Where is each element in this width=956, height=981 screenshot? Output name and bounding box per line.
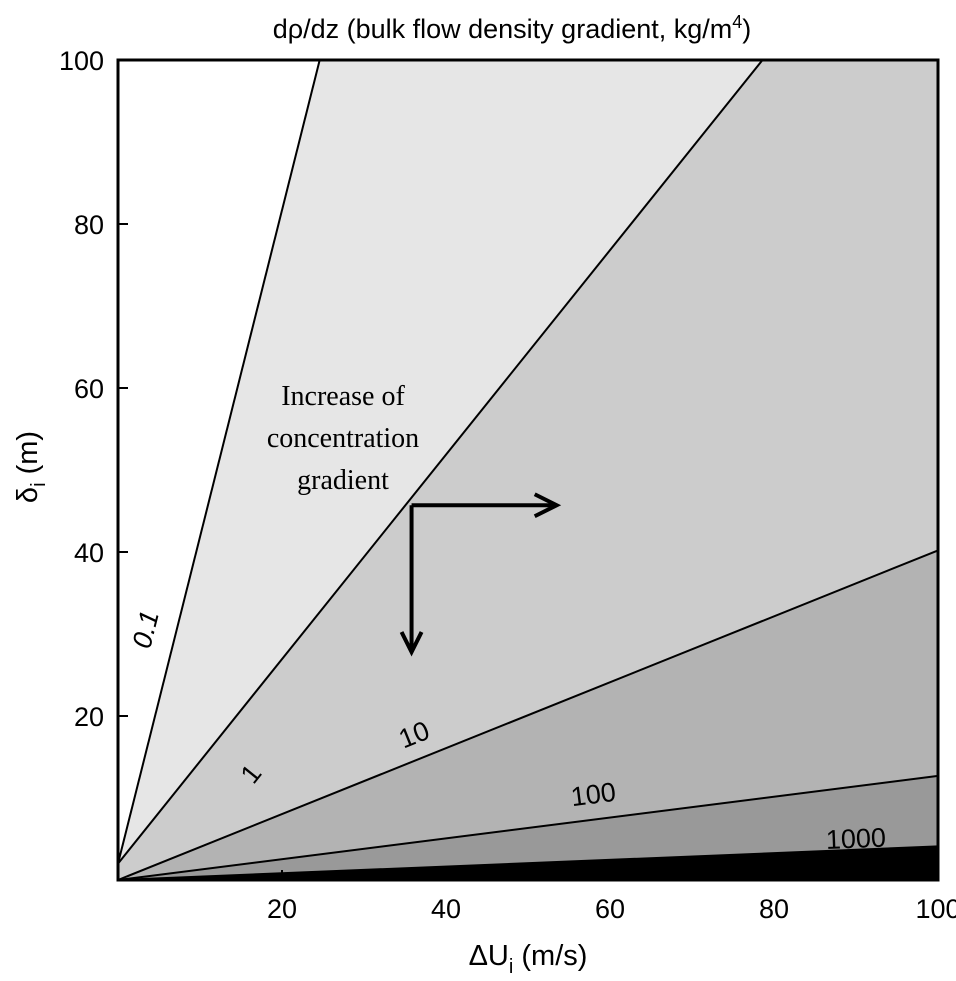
chart-title-superscript: 4 [732, 12, 742, 32]
annotation-line-3: gradient [297, 465, 389, 496]
x-tick-label: 60 [595, 894, 625, 924]
y-axis-label: δi (m) [12, 431, 50, 503]
x-tick-label: 100 [915, 894, 956, 924]
contour-label-100: 100 [569, 777, 617, 812]
x-axis-label-subscript: i [509, 956, 513, 978]
annotation: Increase of concentration gradient [267, 381, 562, 657]
contour-line-1000 [117, 845, 939, 881]
contour-lines [117, 59, 939, 881]
contour-label-1000: 1000 [825, 823, 886, 855]
annotation-line-2: concentration [267, 423, 419, 454]
chart-title: dρ/dz (bulk flow density gradient, kg/m4… [273, 12, 752, 44]
y-axis-label-end: (m) [12, 431, 44, 483]
arrow-down-head [399, 631, 424, 657]
contour-line-100 [117, 774, 939, 881]
density-gradient-regions [118, 60, 938, 880]
y-axis-label-subscript: i [28, 482, 50, 486]
y-tick-label: 80 [74, 210, 104, 240]
x-tick-label: 40 [431, 894, 461, 924]
x-axis-label: ΔUi (m/s) [469, 940, 588, 978]
x-tick-label: 20 [267, 894, 297, 924]
contour-line-0.1 [117, 59, 321, 864]
y-tick-label: 20 [74, 702, 104, 732]
chart-title-end: ) [742, 14, 751, 44]
contour-line-1 [117, 59, 764, 865]
plot-frame [116, 58, 940, 882]
arrow-right-head [533, 492, 562, 519]
y-axis-ticks: 20 40 60 80 100 [59, 46, 128, 732]
contour-line-10 [117, 549, 939, 881]
y-tick-label: 60 [74, 374, 104, 404]
annotation-line-1: Increase of [281, 381, 405, 412]
region-2 [118, 60, 938, 880]
x-tick-label: 80 [759, 894, 789, 924]
x-axis-ticks: 20 40 60 80 100 [267, 870, 956, 924]
y-tick-label: 100 [59, 46, 104, 76]
y-tick-label: 40 [74, 538, 104, 568]
x-axis-label-end: (m/s) [513, 940, 587, 972]
